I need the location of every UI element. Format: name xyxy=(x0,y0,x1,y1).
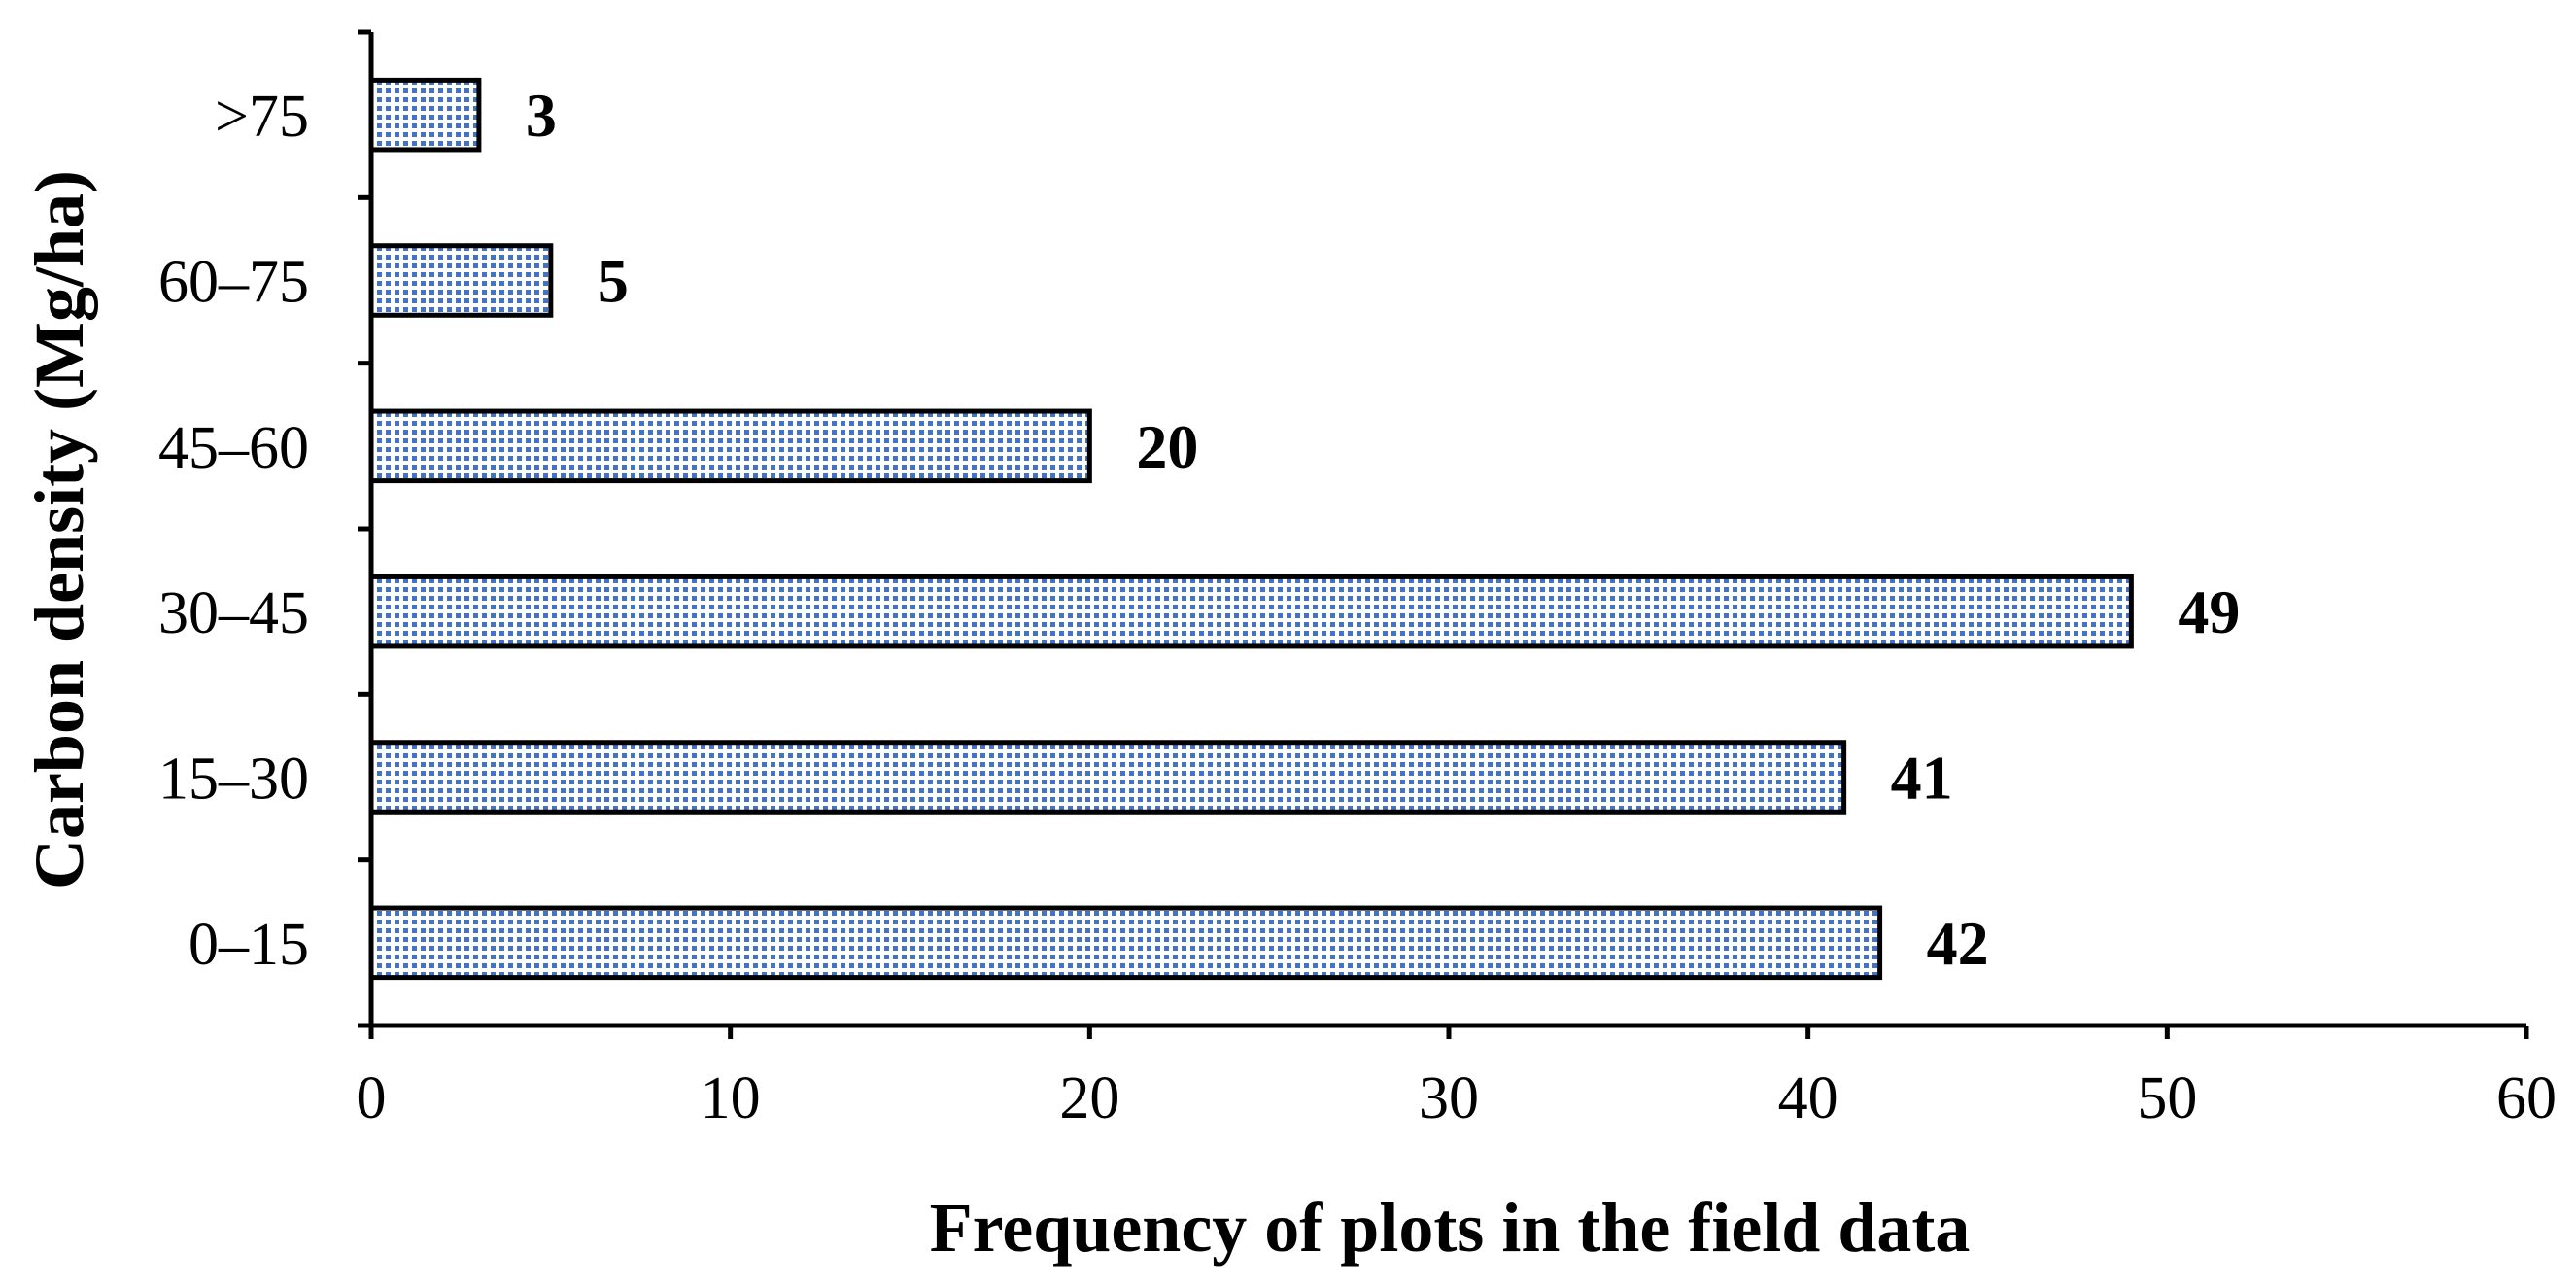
bar-4 xyxy=(368,408,1092,484)
data-label-4: 20 xyxy=(1136,412,1198,481)
x-tick-label-1: 0 xyxy=(357,1065,387,1131)
x-axis-title: Frequency of plots in the field data xyxy=(930,1189,1971,1267)
y-tick-label-6: >75 xyxy=(215,84,309,150)
bar-2 xyxy=(368,740,1847,815)
bars xyxy=(368,77,2134,981)
x-tick-label-6: 50 xyxy=(2137,1065,2197,1131)
data-label-2: 41 xyxy=(1891,744,1953,813)
y-tick-label-2: 15–30 xyxy=(158,747,309,813)
x-tick-label-3: 20 xyxy=(1059,1065,1119,1131)
data-label-5: 5 xyxy=(598,247,629,316)
bar-5 xyxy=(368,243,554,318)
data-labels: 42 41 49 20 5 3 xyxy=(526,81,2240,978)
x-tick-label-5: 40 xyxy=(1778,1065,1838,1131)
bar-6 xyxy=(368,77,482,153)
data-label-1: 42 xyxy=(1927,909,1989,978)
y-axis-ticks: 0–15 15–30 30–45 45–60 60–75 >75 xyxy=(158,29,371,1028)
x-tick-label-4: 30 xyxy=(1419,1065,1479,1131)
y-tick-label-3: 30–45 xyxy=(158,580,309,646)
y-tick-label-4: 45–60 xyxy=(158,415,309,481)
data-label-3: 49 xyxy=(2178,577,2240,646)
x-axis-ticks: 0 10 20 30 40 50 60 xyxy=(357,1026,2557,1131)
bar-1 xyxy=(368,905,1883,981)
x-tick-label-2: 10 xyxy=(701,1065,761,1131)
data-label-6: 3 xyxy=(526,81,557,150)
y-tick-label-5: 60–75 xyxy=(158,250,309,316)
bar-3 xyxy=(368,574,2134,649)
y-tick-label-1: 0–15 xyxy=(189,912,309,978)
x-tick-label-7: 60 xyxy=(2496,1065,2557,1131)
y-axis-title: Carbon density (Mg/ha) xyxy=(20,170,98,889)
